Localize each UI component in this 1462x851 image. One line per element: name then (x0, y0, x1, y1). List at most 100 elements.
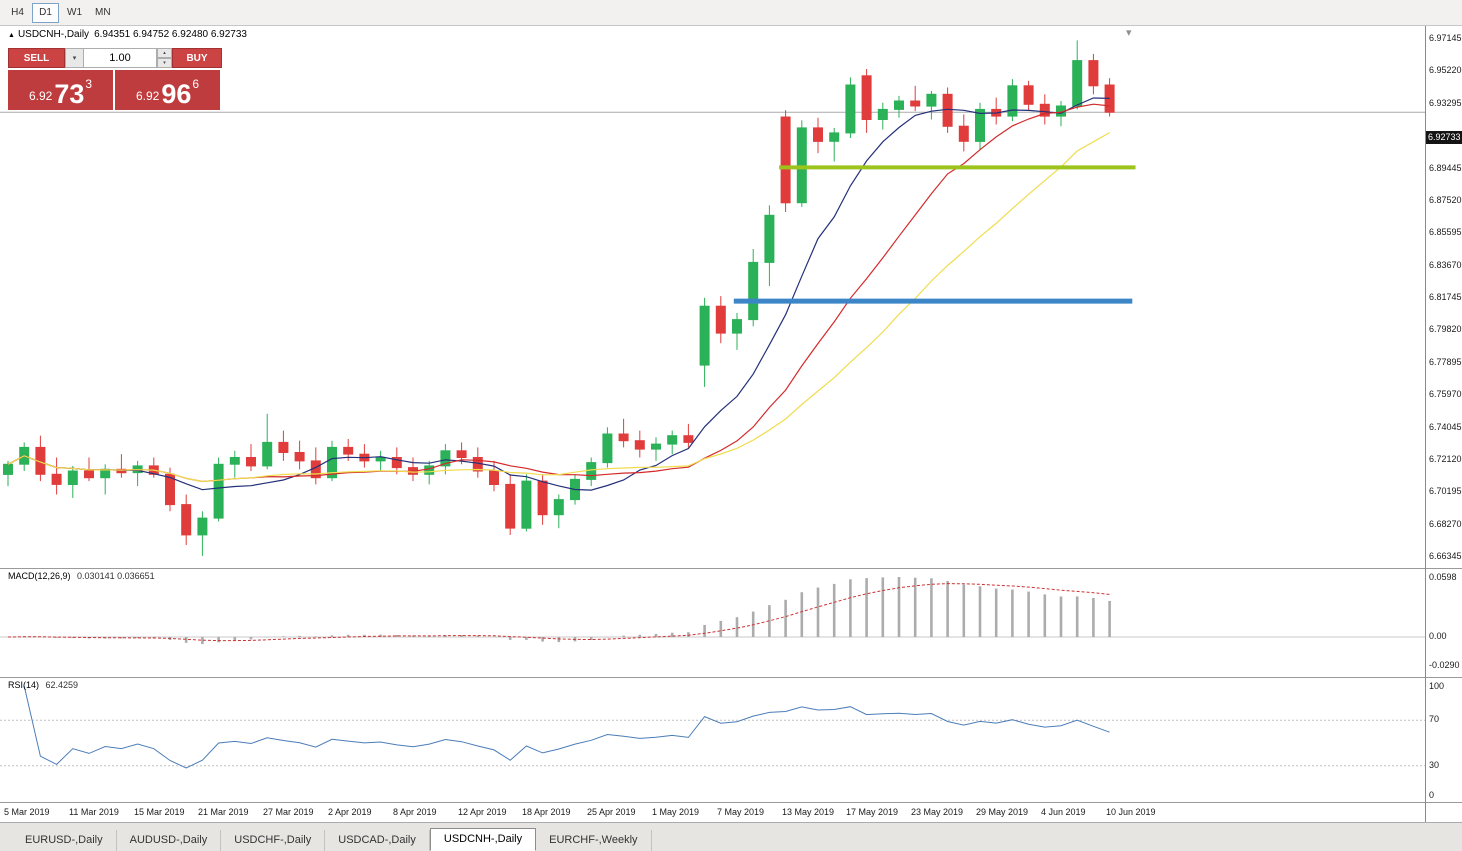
price-axis-label: 6.79820 (1429, 324, 1462, 334)
buy-button[interactable]: BUY (172, 48, 222, 68)
chart-title-ohlc: 6.94351 6.94752 6.92480 6.92733 (94, 29, 247, 40)
macd-canvas[interactable] (0, 569, 1425, 677)
volume-decrease-button[interactable]: ▾ (157, 58, 172, 68)
date-axis-label: 10 Jun 2019 (1106, 807, 1156, 817)
timeframe-button-h4[interactable]: H4 (4, 3, 31, 23)
sell-price-prefix: 6.92 (28, 89, 53, 103)
chart-shift-marker-icon[interactable]: ▾ (1126, 27, 1132, 39)
chart-title: ▲ USDCNH-,Daily 6.94351 6.94752 6.92480 6.… (8, 29, 247, 40)
price-axis-label: 6.66345 (1429, 551, 1462, 561)
sell-price-main: 73 (54, 79, 85, 109)
macd-axis-max: 0.0598 (1429, 572, 1457, 582)
price-axis-label: 6.97145 (1429, 33, 1462, 43)
volume-input[interactable]: 1.00 (84, 48, 157, 68)
volume-increase-button[interactable]: ▴ (157, 48, 172, 58)
timeframe-toolbar: H4 D1 W1 MN (0, 0, 1462, 26)
buy-price-pip: 6 (192, 77, 200, 91)
macd-axis: 0.0598 0.00 -0.0290 (1426, 569, 1462, 677)
chart-title-symbol: USDCNH-,Daily (17, 29, 90, 40)
price-axis-label: 6.95220 (1429, 65, 1462, 75)
date-axis-label: 21 Mar 2019 (198, 807, 249, 817)
price-axis: 6.971456.952206.932956.913706.894456.875… (1426, 26, 1462, 568)
buy-price-prefix: 6.92 (135, 89, 160, 103)
macd-values: 0.030141 0.036651 (77, 571, 155, 581)
sell-price-pip: 3 (85, 77, 93, 91)
price-axis-label: 6.83670 (1429, 260, 1462, 270)
macd-signal-line (7, 583, 1110, 642)
one-click-trading-panel: SELL ▾ 1.00 ▴ ▾ BUY 6.92 73 3 6.92 96 (8, 48, 226, 110)
macd-axis-min: -0.0290 (1429, 660, 1460, 670)
bid-price-badge: 6.92733 (1426, 131, 1462, 144)
rsi-axis-70: 70 (1429, 714, 1440, 724)
price-scale-divider (1425, 26, 1426, 822)
rsi-axis: 100 70 30 0 (1426, 678, 1462, 802)
tab-audusd-daily[interactable]: AUDUSD-,Daily (117, 830, 222, 851)
candlesticks (3, 40, 1115, 556)
date-axis-label: 23 May 2019 (911, 807, 964, 817)
tab-eurusd-daily[interactable]: EURUSD-,Daily (12, 830, 117, 851)
date-axis-label: 4 Jun 2019 (1041, 807, 1086, 817)
moving-average-line-medium (7, 103, 1110, 483)
chevron-down-icon: ▾ (72, 55, 77, 62)
macd-histogram (22, 577, 1111, 645)
timeframe-button-w1[interactable]: W1 (60, 3, 87, 23)
rsi-axis-100: 100 (1429, 681, 1445, 691)
rsi-indicator-label: RSI(14) 62.4259 (8, 680, 78, 690)
price-axis-label: 6.77895 (1429, 357, 1462, 367)
date-axis-label: 5 Mar 2019 (4, 807, 50, 817)
date-axis: 5 Mar 2019 11 Mar 2019 15 Mar 2019 21 Mar 2… (0, 802, 1462, 822)
price-axis-label: 6.85595 (1429, 227, 1462, 237)
price-axis-label: 6.81745 (1429, 292, 1462, 302)
tab-usdcnh-daily[interactable]: USDCNH-,Daily (429, 828, 537, 851)
candlestick-chart-canvas[interactable] (0, 26, 1425, 568)
main-chart-pane: ▲ USDCNH-,Daily 6.94351 6.94752 6.92480 6.… (0, 26, 1462, 568)
date-axis-label: 1 May 2019 (652, 807, 700, 817)
rsi-axis-0: 0 (1429, 790, 1435, 800)
moving-average-line-fast (7, 97, 1110, 491)
macd-pane: MACD(12,26,9) 0.030141 0.036651 0.0598 0… (0, 568, 1462, 677)
macd-indicator-label: MACD(12,26,9) 0.030141 0.036651 (8, 571, 155, 581)
price-axis-label: 6.93295 (1429, 98, 1462, 108)
rsi-axis-30: 30 (1429, 760, 1440, 770)
price-axis-label: 6.68270 (1429, 519, 1462, 529)
date-axis-label: 2 Apr 2019 (328, 807, 372, 817)
volume-stepper: ▴ ▾ (157, 48, 172, 68)
date-axis-label: 18 Apr 2019 (522, 807, 571, 817)
sell-price-box[interactable]: 6.92 73 3 (8, 70, 113, 110)
timeframe-button-mn[interactable]: MN (88, 3, 115, 23)
trade-panel-toggle-icon[interactable]: ▲ (8, 32, 15, 39)
price-axis-label: 6.89445 (1429, 163, 1462, 173)
date-axis-label: 12 Apr 2019 (458, 807, 507, 817)
price-axis-label: 6.87520 (1429, 195, 1462, 205)
macd-axis-zero: 0.00 (1429, 631, 1447, 641)
chart-tab-bar: EURUSD-,Daily AUDUSD-,Daily USDCHF-,Daily U… (0, 822, 1462, 851)
sell-button[interactable]: SELL (8, 48, 65, 68)
rsi-value: 62.4259 (45, 680, 79, 690)
date-axis-label: 13 May 2019 (782, 807, 835, 817)
macd-label: MACD(12,26,9) (8, 571, 71, 581)
buy-price-box[interactable]: 6.92 96 6 (115, 70, 220, 110)
date-axis-label: 8 Apr 2019 (393, 807, 437, 817)
order-type-dropdown[interactable]: ▾ (65, 48, 84, 68)
timeframe-button-d1[interactable]: D1 (32, 2, 59, 23)
rsi-line (23, 685, 1110, 769)
date-axis-label: 15 Mar 2019 (134, 807, 185, 817)
rsi-pane: RSI(14) 62.4259 100 70 30 0 (0, 677, 1462, 802)
date-axis-label: 29 May 2019 (976, 807, 1029, 817)
date-axis-label: 11 Mar 2019 (69, 807, 119, 817)
price-axis-label: 6.70195 (1429, 486, 1462, 496)
price-axis-label: 6.74045 (1429, 422, 1462, 432)
date-axis-label: 17 May 2019 (846, 807, 899, 817)
tab-eurchf-weekly[interactable]: EURCHF-,Weekly (536, 830, 652, 851)
price-axis-label: 6.75970 (1429, 389, 1462, 399)
price-axis-label: 6.72120 (1429, 454, 1462, 464)
moving-average-line-slow (7, 132, 1110, 483)
rsi-canvas[interactable] (0, 678, 1425, 802)
rsi-label: RSI(14) (8, 680, 40, 690)
tab-usdcad-daily[interactable]: USDCAD-,Daily (325, 830, 430, 851)
tab-usdchf-daily[interactable]: USDCHF-,Daily (221, 830, 326, 851)
date-axis-label: 25 Apr 2019 (587, 807, 636, 817)
date-axis-label: 27 Mar 2019 (263, 807, 314, 817)
buy-price-main: 96 (161, 79, 192, 109)
